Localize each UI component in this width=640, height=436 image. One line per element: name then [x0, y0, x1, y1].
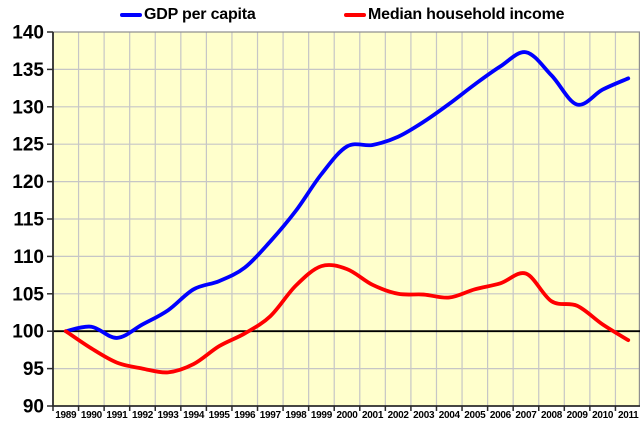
y-axis-label: 125: [12, 135, 44, 156]
y-axis-label: 120: [12, 172, 44, 193]
legend-swatch-gdp-line: [120, 13, 142, 17]
x-axis-label: 2010: [592, 410, 614, 421]
x-axis-label: 1997: [260, 410, 282, 421]
legend-item-median-income: Median household income: [344, 5, 565, 25]
y-axis-label: 140: [12, 23, 44, 44]
x-axis-label: 1993: [158, 410, 180, 421]
x-axis-label: 1998: [285, 410, 307, 421]
y-axis-label: 115: [13, 210, 44, 231]
x-axis-label: 1989: [55, 410, 77, 421]
x-axis-label: 2001: [362, 410, 384, 421]
y-axis-label: 95: [23, 359, 45, 380]
x-axis-label: 2007: [515, 410, 537, 421]
y-axis-label: 135: [12, 60, 44, 81]
y-axis-label: 130: [12, 97, 44, 118]
gdp-per-capita-line: [63, 50, 631, 340]
x-axis-label: 1996: [234, 410, 256, 421]
legend-item-gdp: GDP per capita: [120, 5, 256, 25]
median-income-line: [63, 263, 631, 375]
x-axis-label: 2008: [541, 410, 563, 421]
y-axis-label: 100: [12, 322, 44, 343]
y-axis-label: 105: [12, 284, 44, 305]
x-axis-label: 1990: [81, 410, 103, 421]
x-axis-label: 2000: [336, 410, 358, 421]
legend-label-median-income: Median household income: [368, 6, 565, 23]
legend-swatch-median-line: [344, 13, 366, 17]
x-axis-label: 1991: [106, 410, 128, 421]
y-axis-label: 110: [13, 247, 44, 268]
x-axis-label: 2011: [618, 410, 639, 421]
x-axis-label: 2002: [388, 410, 410, 421]
x-axis-label: 2006: [490, 410, 512, 421]
x-axis-label: 1992: [132, 410, 154, 421]
x-axis-label: 1995: [209, 410, 231, 421]
legend-label-gdp: GDP per capita: [144, 6, 256, 23]
x-axis-label: 2004: [439, 410, 461, 421]
x-axis-label: 2009: [567, 410, 589, 421]
x-axis-label: 2003: [413, 410, 435, 421]
x-axis-label: 1999: [311, 410, 333, 421]
y-axis-label: 90: [23, 397, 44, 418]
x-axis-label: 1994: [183, 410, 205, 421]
x-axis-label: 2005: [464, 410, 486, 421]
